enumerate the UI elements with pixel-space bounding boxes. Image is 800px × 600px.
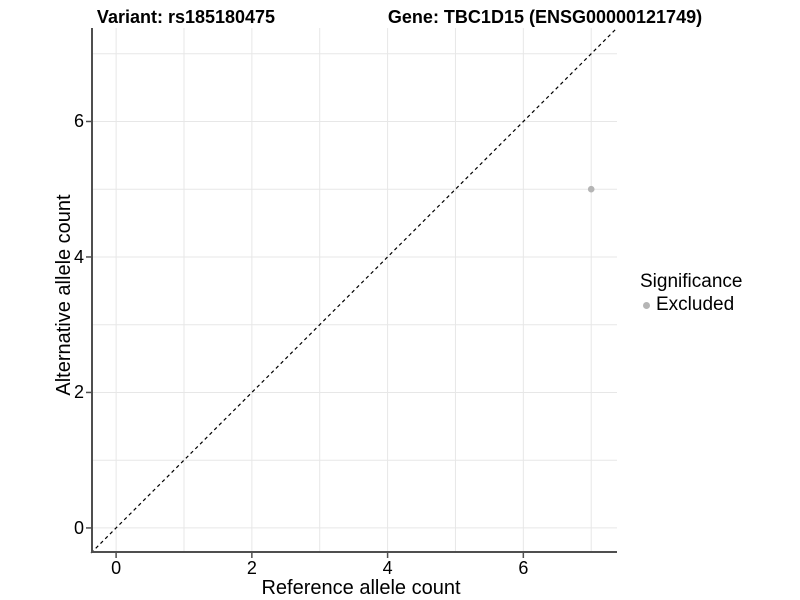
plot-panel bbox=[86, 27, 618, 558]
x-tick-label: 6 bbox=[518, 558, 529, 578]
plot-canvas bbox=[86, 27, 618, 558]
identity-reference-line bbox=[90, 27, 618, 554]
y-tick-label: 4 bbox=[73, 246, 84, 267]
variant-title: Variant: rs185180475 bbox=[96, 7, 276, 27]
data-point bbox=[587, 185, 595, 193]
x-axis-title: Reference allele count bbox=[261, 577, 461, 599]
x-tick-label: 4 bbox=[382, 558, 393, 578]
legend-item-label: Excluded bbox=[656, 294, 735, 315]
y-tick-label: 6 bbox=[73, 111, 84, 132]
y-tick-label: 2 bbox=[73, 382, 84, 403]
legend-title: Significance bbox=[640, 271, 743, 292]
legend-key-dot-icon bbox=[643, 301, 650, 309]
legend-item-list: Excluded bbox=[640, 294, 742, 316]
legend-item: Excluded bbox=[640, 294, 742, 316]
x-tick-label: 0 bbox=[111, 558, 122, 578]
x-tick-label: 2 bbox=[246, 558, 257, 578]
y-tick-label: 0 bbox=[73, 517, 84, 538]
gene-title: Gene: TBC1D15 (ENSG00000121749) bbox=[387, 7, 703, 27]
y-axis-title: Alternative allele count bbox=[53, 194, 75, 396]
legend: Significance Excluded bbox=[640, 271, 742, 316]
